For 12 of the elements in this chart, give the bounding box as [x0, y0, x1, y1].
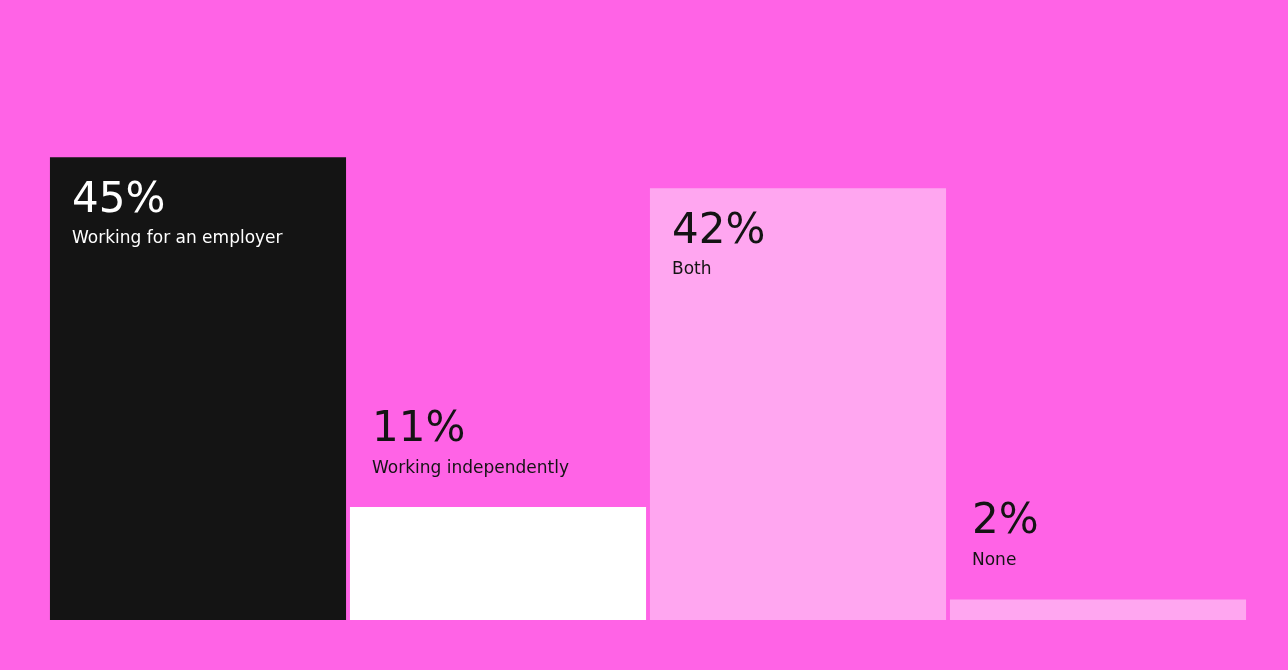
bar [649, 188, 947, 620]
bar [949, 599, 1247, 620]
x-tick-label: Working independently [372, 457, 569, 477]
data-label: 42% [672, 204, 766, 253]
data-label: 2% [972, 494, 1039, 543]
x-tick-label: None [972, 549, 1017, 569]
bar [49, 157, 347, 620]
bar [349, 506, 647, 620]
data-label: 11% [372, 402, 466, 451]
x-tick-label: Working for an employer [72, 227, 283, 247]
x-tick-label: Both [672, 258, 712, 278]
data-label: 45% [72, 173, 166, 222]
